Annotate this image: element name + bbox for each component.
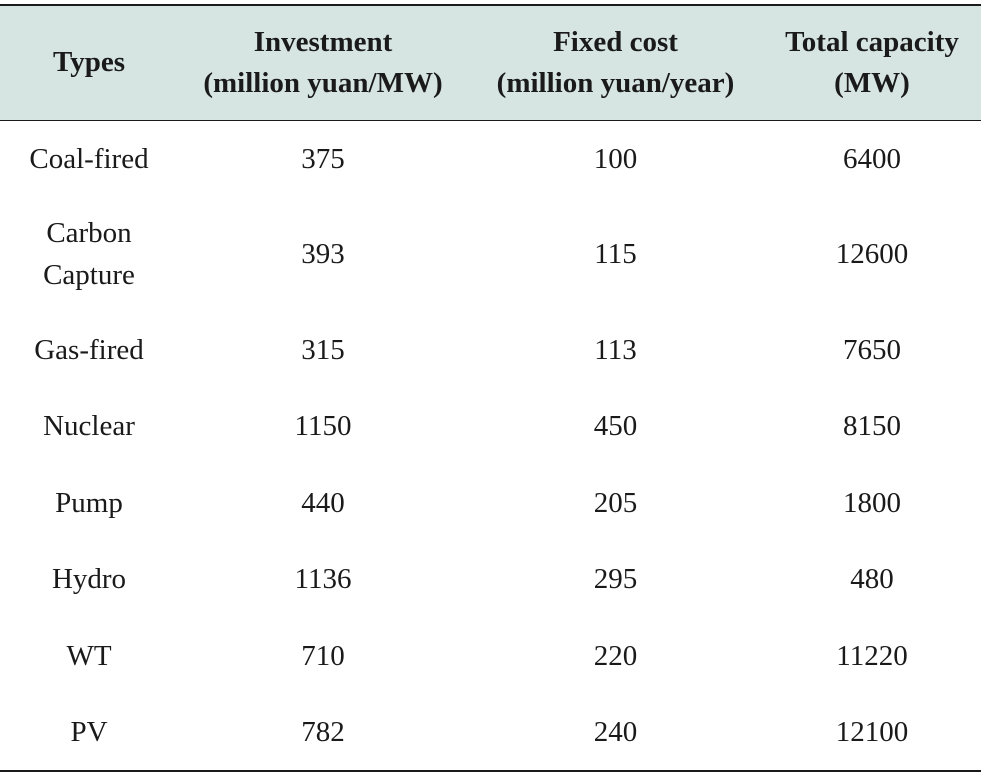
- cell-type: Nuclear: [0, 388, 178, 465]
- table-row: Pump 440 205 1800: [0, 465, 981, 542]
- cell-capacity: 12100: [763, 694, 981, 772]
- cell-investment: 393: [301, 238, 345, 270]
- header-fixed-cost-label: Fixed cost: [553, 25, 678, 58]
- cell-fixed-cost: 113: [594, 333, 637, 366]
- cell-type: Gas-fired: [0, 312, 178, 389]
- generator-cost-table: Types Investment (million yuan/MW) Fixed…: [0, 4, 981, 772]
- table-row: Coal-fired 375 100 6400: [0, 120, 981, 197]
- header-types-label: Types: [53, 46, 125, 79]
- cell-investment: 710: [301, 639, 345, 672]
- table-header-row: Types Investment (million yuan/MW) Fixed…: [0, 4, 981, 121]
- type-label: Nuclear: [43, 410, 135, 443]
- cell-investment: 375: [301, 142, 345, 175]
- cell-fixed-cost: 205: [593, 486, 638, 519]
- header-fixed-cost: Fixed cost (million yuan/year): [468, 4, 763, 121]
- type-label: Carbon: [46, 217, 132, 249]
- cell-investment: 1150: [294, 410, 352, 443]
- cell-fixed-cost: 450: [593, 410, 638, 443]
- type-label: WT: [66, 639, 112, 672]
- cell-fixed-cost: 115: [594, 238, 637, 270]
- cell-type: Coal-fired: [0, 120, 178, 197]
- header-types: Types: [0, 4, 178, 121]
- cell-capacity: 8150: [843, 410, 901, 443]
- table-row: Nuclear 1150 450 8150: [0, 388, 981, 465]
- cell-fixed-cost: 220: [593, 639, 638, 672]
- header-total-capacity-unit: (MW): [834, 66, 910, 99]
- cell-investment: 315: [301, 333, 345, 366]
- header-total-capacity-label: Total capacity: [785, 25, 959, 58]
- table-row: Carbon Capture 393 115 12600: [0, 197, 981, 312]
- cell-fixed-cost: 295: [593, 563, 638, 596]
- cell-capacity: 480: [850, 563, 894, 596]
- cell-type: PV: [0, 694, 178, 772]
- cell-capacity: 11220: [836, 639, 908, 672]
- header-fixed-cost-unit: (million yuan/year): [496, 66, 735, 99]
- header-investment-unit: (million yuan/MW): [203, 66, 443, 99]
- header-investment-label: Investment: [253, 25, 393, 58]
- cell-fixed-cost: 100: [593, 142, 638, 175]
- cell-investment: 440: [301, 486, 345, 519]
- table-row: Gas-fired 315 113 7650: [0, 312, 981, 389]
- type-label: Pump: [55, 486, 123, 519]
- table-row: Hydro 1136 295 480: [0, 541, 981, 618]
- header-investment: Investment (million yuan/MW): [178, 4, 468, 121]
- cell-type: Carbon Capture: [0, 197, 178, 312]
- cell-capacity: 7650: [843, 333, 901, 366]
- type-label: Hydro: [51, 563, 127, 596]
- table-row: WT 710 220 11220: [0, 618, 981, 695]
- header-total-capacity: Total capacity (MW): [763, 4, 981, 121]
- cell-investment: 782: [178, 694, 468, 772]
- cell-capacity: 6400: [843, 142, 901, 175]
- type-label: Gas-fired: [34, 333, 144, 366]
- type-label-line2: Capture: [43, 259, 135, 291]
- type-label: Coal-fired: [29, 142, 149, 175]
- cell-capacity: 1800: [843, 486, 901, 519]
- cell-type: Hydro: [0, 541, 178, 618]
- cell-fixed-cost: 240: [468, 694, 763, 772]
- table-row: PV 782 240 12100: [0, 694, 981, 772]
- cell-type: Pump: [0, 465, 178, 542]
- type-label: PV: [70, 715, 108, 748]
- cell-type: WT: [0, 618, 178, 695]
- cell-investment: 1136: [294, 563, 352, 596]
- cell-capacity: 12600: [835, 238, 909, 270]
